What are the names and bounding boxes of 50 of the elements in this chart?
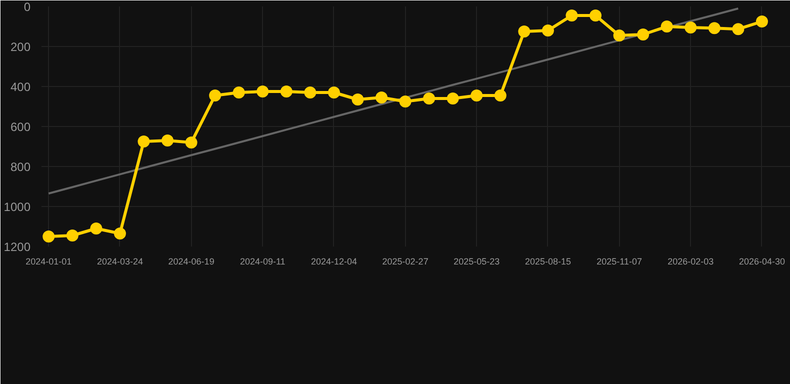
point <box>399 96 412 108</box>
point <box>590 10 602 22</box>
point <box>280 86 292 98</box>
point <box>304 86 316 98</box>
point <box>446 92 459 104</box>
y-tick-label: 0 <box>24 0 31 14</box>
x-tick-label: 2025-11-07 <box>596 256 642 266</box>
point <box>42 230 55 242</box>
x-tick-label: 2024-01-01 <box>26 256 72 266</box>
x-tick-label: 2026-02-03 <box>668 256 714 266</box>
x-tick-label: 2025-05-23 <box>454 256 500 266</box>
point <box>470 90 483 102</box>
point <box>256 86 269 98</box>
x-tick-label: 2025-08-15 <box>524 256 571 266</box>
x-tick-label: 2024-12-04 <box>310 256 357 266</box>
y-tick-label: 800 <box>10 160 31 174</box>
x-tick-label: 2024-03-24 <box>96 256 143 266</box>
x-tick-label: 2025-02-27 <box>382 256 428 266</box>
x-tick-label: 2024-06-19 <box>168 256 214 266</box>
point <box>328 86 340 98</box>
x-tick-label: 2026-04-30 <box>738 256 785 266</box>
point <box>114 228 126 240</box>
y-tick-label: 200 <box>10 40 31 54</box>
y-tick-label: 400 <box>10 80 31 94</box>
y-tick-label: 600 <box>10 120 31 134</box>
point <box>423 92 436 104</box>
point <box>708 22 720 34</box>
point <box>542 24 554 36</box>
point <box>352 94 364 106</box>
point <box>684 22 697 34</box>
point <box>494 90 506 102</box>
point <box>660 20 673 32</box>
point <box>185 136 198 148</box>
point <box>209 90 222 102</box>
point <box>756 16 768 28</box>
point <box>518 26 530 38</box>
point <box>613 30 626 42</box>
point <box>637 28 650 40</box>
line-series <box>48 8 740 194</box>
x-tick-label: 2024-09-11 <box>240 256 286 266</box>
point <box>138 136 150 148</box>
point <box>162 134 174 146</box>
point <box>90 222 102 234</box>
point <box>566 10 578 22</box>
point <box>376 92 388 104</box>
point <box>66 230 78 242</box>
y-tick-label: 1000 <box>4 200 31 214</box>
y-tick-label: 1200 <box>4 240 31 254</box>
point <box>732 23 744 36</box>
point <box>232 86 245 98</box>
